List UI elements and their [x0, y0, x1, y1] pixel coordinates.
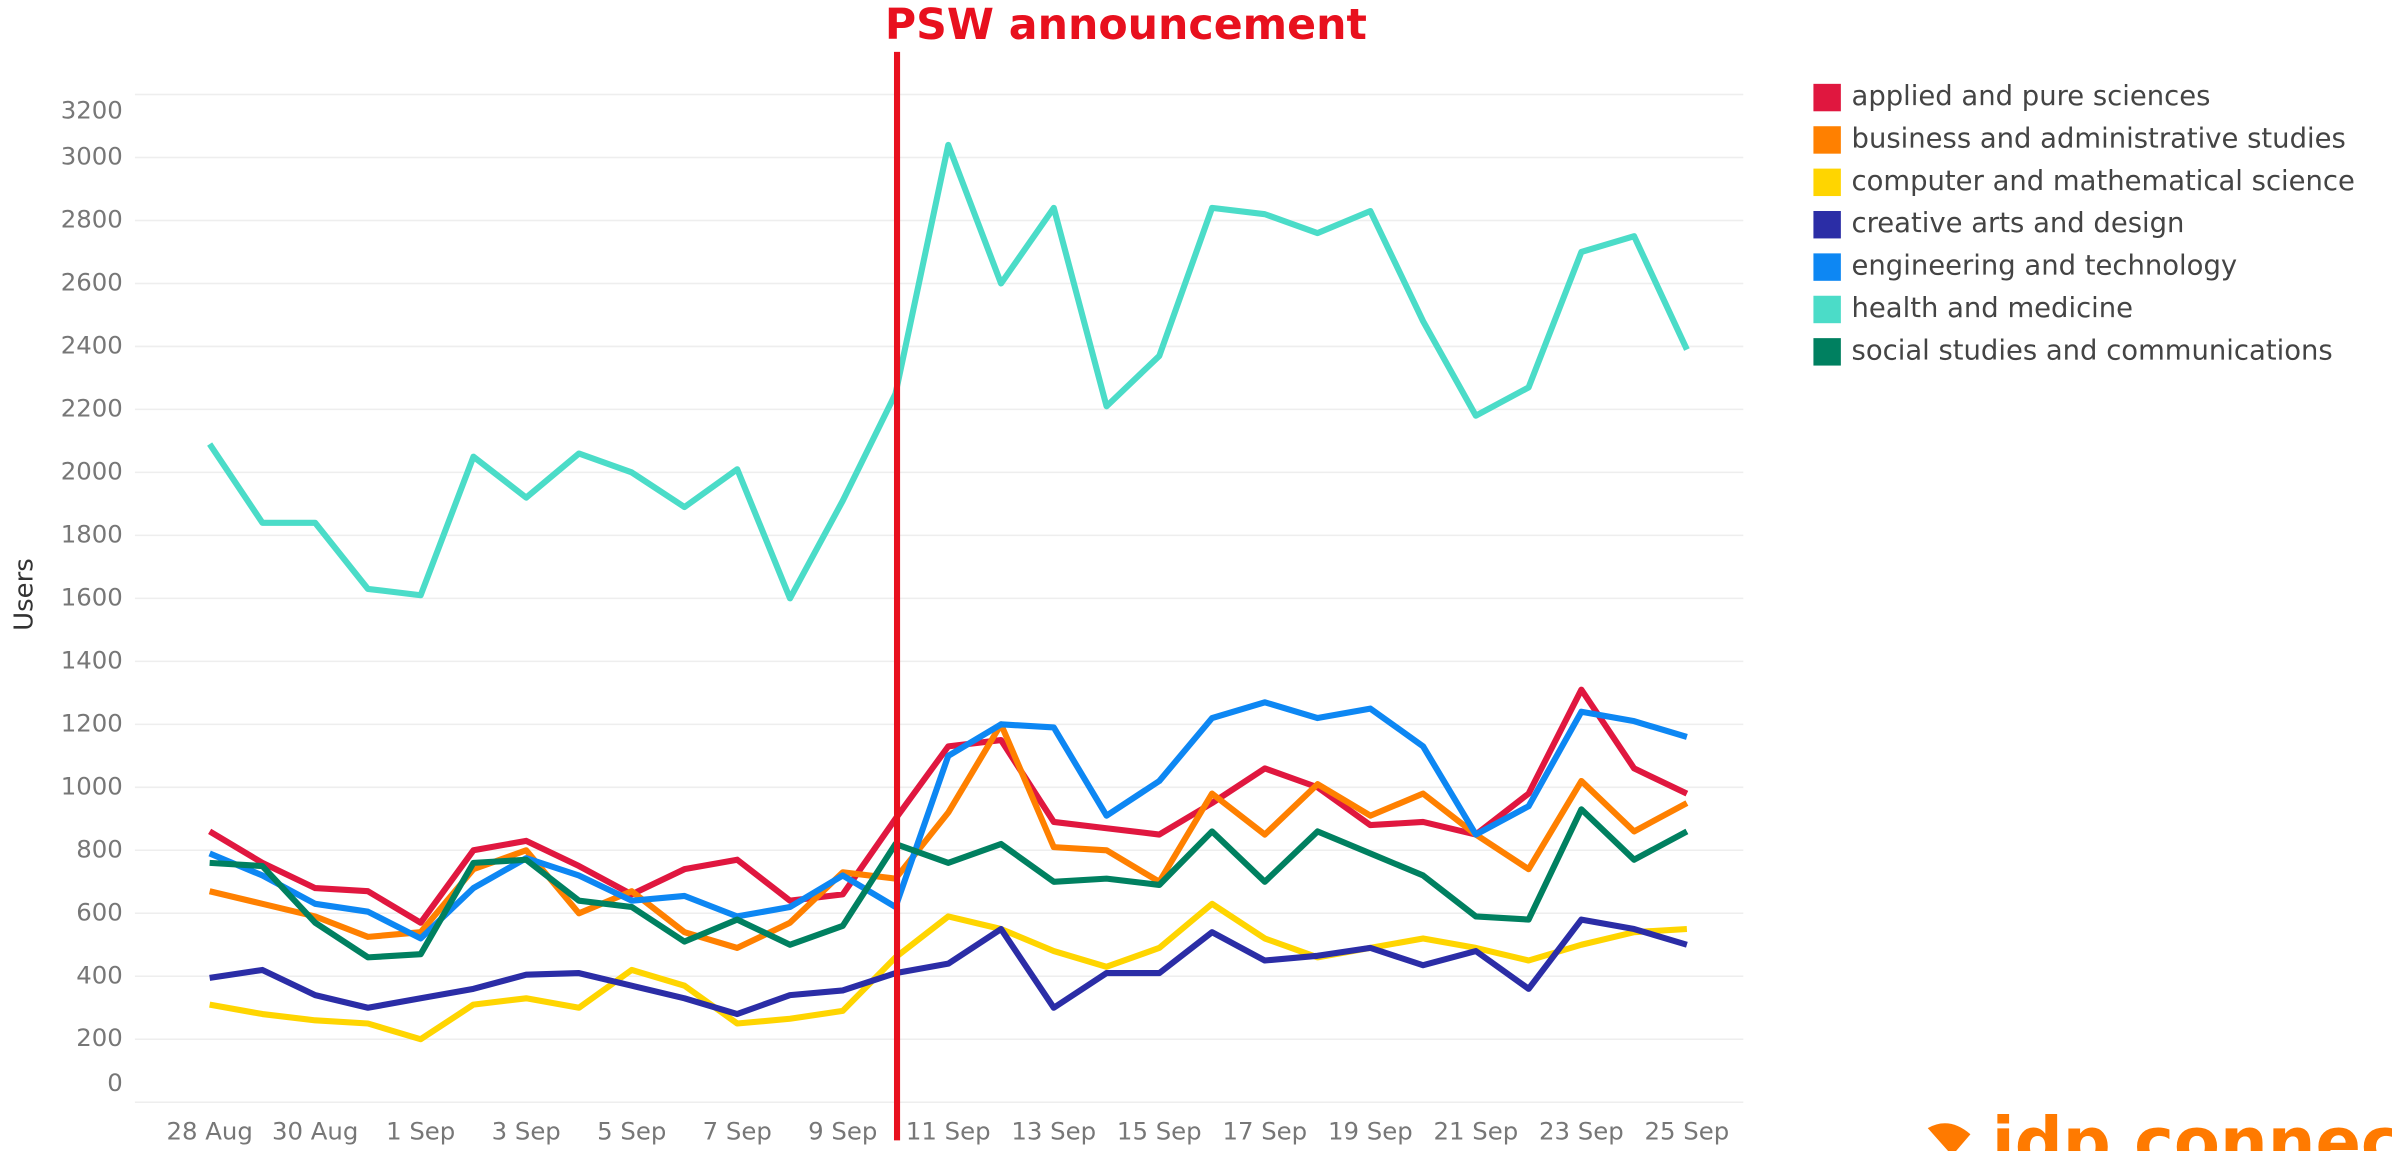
y-tick-label: 1400	[61, 645, 123, 674]
legend-swatch	[1813, 83, 1841, 112]
annotation: PSW announcement	[885, 0, 1367, 50]
y-tick-label: 200	[76, 1023, 123, 1052]
y-tick-label: 2400	[61, 330, 123, 359]
x-tick-label: 21 Sep	[1433, 1117, 1518, 1146]
series-line	[207, 141, 1690, 602]
legend-swatch	[1813, 295, 1841, 324]
x-tick-label: 28 Aug	[166, 1117, 252, 1146]
y-tick-label: 1000	[61, 771, 123, 800]
series-line	[209, 806, 1689, 961]
y-tick-label: 600	[76, 897, 123, 926]
x-tick-label: 3 Sep	[492, 1117, 561, 1146]
legend-label: creative arts and design	[1852, 208, 2185, 239]
series-line	[208, 686, 1689, 926]
y-tick-label: 2600	[61, 267, 123, 296]
series-line	[209, 900, 1688, 1043]
y-tick-label: 2200	[61, 393, 123, 422]
legend-swatch	[1813, 168, 1841, 197]
legend-swatch	[1813, 126, 1841, 154]
brand-text: idp connect	[1992, 1103, 2392, 1151]
legend-label: business and administrative studies	[1852, 123, 2346, 154]
x-tick-label: 7 Sep	[703, 1117, 772, 1146]
y-tick-label: 3200	[61, 95, 123, 124]
legend-swatch	[1813, 210, 1841, 239]
x-tick-label: 15 Sep	[1117, 1117, 1202, 1146]
y-tick-label: 1600	[61, 582, 123, 611]
y-tick-label: 800	[76, 834, 123, 863]
x-tick-label: 25 Sep	[1645, 1117, 1730, 1146]
x-tick-label: 5 Sep	[597, 1117, 666, 1146]
x-tick-label: 11 Sep	[906, 1117, 991, 1146]
legend-swatch	[1813, 253, 1841, 281]
x-tick-label: 19 Sep	[1328, 1117, 1413, 1146]
x-tick-label: 1 Sep	[386, 1117, 455, 1146]
y-tick-label: 0	[107, 1068, 123, 1097]
x-tick-label: 13 Sep	[1011, 1117, 1096, 1146]
y-tick-label: 2000	[61, 456, 123, 485]
series-line	[209, 916, 1688, 1018]
legend-label: engineering and technology	[1852, 251, 2238, 282]
legend-label: applied and pure sciences	[1852, 81, 2211, 112]
series-line	[208, 699, 1688, 942]
y-axis-label: Users	[10, 558, 40, 631]
x-tick-label: 9 Sep	[808, 1117, 877, 1146]
y-tick-label: 2800	[61, 204, 123, 233]
legend-label: computer and mathematical science	[1852, 166, 2355, 197]
y-tick-label: 1200	[61, 708, 123, 737]
y-tick-label: 400	[76, 960, 123, 989]
logo-icon	[1927, 1123, 1971, 1151]
x-tick-label: 23 Sep	[1539, 1117, 1624, 1146]
x-tick-label: 17 Sep	[1222, 1117, 1307, 1146]
y-tick-label: 3000	[61, 142, 123, 171]
brand-logo: idp connect	[1927, 1103, 2392, 1151]
legend-label: social studies and communications	[1852, 335, 2333, 366]
x-tick-label: 30 Aug	[272, 1117, 358, 1146]
y-tick-label: 1800	[61, 519, 123, 548]
legend-swatch	[1813, 338, 1841, 366]
legend-label: health and medicine	[1852, 293, 2134, 324]
